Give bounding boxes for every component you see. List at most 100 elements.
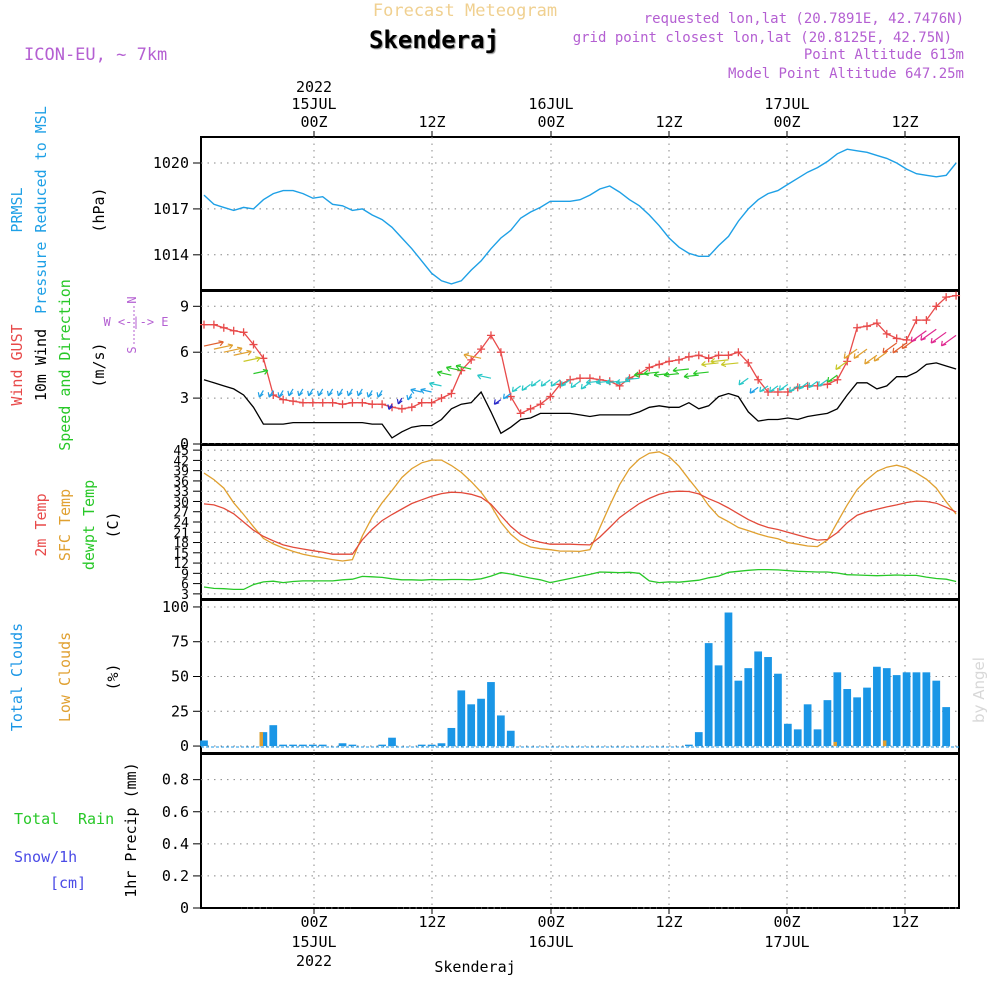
temp-tick-label: 27 xyxy=(173,506,189,521)
wind-arrow-head xyxy=(892,347,898,354)
precip-label-rain: Rain xyxy=(78,810,114,828)
point-altitude: Point Altitude 613m xyxy=(804,47,964,63)
pressure-panel-labels: PRMSL Pressure Reduced to MSL (hPa) xyxy=(8,106,108,314)
wind-arrow-head xyxy=(882,347,888,354)
wind-arrow-head xyxy=(843,353,850,359)
compass-n: N xyxy=(125,296,139,303)
gust-marker xyxy=(437,394,446,403)
gust-marker xyxy=(417,398,426,407)
wind-arrow-head xyxy=(406,394,413,401)
wind-arrow-head xyxy=(853,353,860,359)
wind-direction-arrow xyxy=(233,350,252,356)
temp-tick-label: 12 xyxy=(173,557,189,572)
wind-direction-arrow xyxy=(243,357,261,362)
wind-arrow-head xyxy=(267,392,274,398)
total-cloud-bar xyxy=(506,730,515,747)
temp-tick-label: 45 xyxy=(173,444,189,459)
total-cloud-bar xyxy=(279,744,288,747)
precip-tick-label: 0 xyxy=(180,899,189,917)
cloud-tick-label: 75 xyxy=(171,633,189,651)
temp-tick-label: 21 xyxy=(173,526,189,541)
wind-arrow-head xyxy=(940,340,947,347)
wind-label-2: 10m Wind xyxy=(32,329,50,401)
wind-arrow-head xyxy=(930,337,937,344)
gust-marker xyxy=(833,375,842,384)
total-cloud-bar xyxy=(744,668,753,747)
gust-marker xyxy=(219,323,228,332)
total-cloud-bar xyxy=(912,672,921,747)
total-cloud-bar xyxy=(863,687,871,747)
wind-arrow-head xyxy=(257,392,264,398)
total-cloud-bar xyxy=(714,665,723,747)
total-cloud-bar xyxy=(299,744,307,747)
gust-marker xyxy=(912,316,921,325)
wind-arrow-head xyxy=(463,353,469,359)
wind-panel-labels: Wind GUST 10m Wind Speed and Direction (… xyxy=(8,279,169,451)
wind-arrow-head xyxy=(817,381,824,387)
wind-arrow-head xyxy=(605,378,612,386)
gust-marker xyxy=(358,398,367,407)
wind-arrow-head xyxy=(580,383,587,390)
wind-arrow-head xyxy=(769,386,775,393)
gust-marker xyxy=(486,331,495,340)
gust-marker xyxy=(724,351,733,360)
total-cloud-bar xyxy=(724,612,733,747)
cloud-label-2: Low Clouds xyxy=(56,632,74,722)
temp-tick-label: 18 xyxy=(173,537,189,552)
pressure-tick-label: 1014 xyxy=(153,246,189,264)
wind-direction-arrow xyxy=(253,369,268,375)
wind-direction-arrow xyxy=(429,382,442,387)
total-cloud-bar xyxy=(942,707,951,747)
bottom-date-label: 16JUL xyxy=(528,933,573,951)
gust-marker xyxy=(348,398,357,407)
gust-marker xyxy=(665,357,674,366)
wind-arrow-head xyxy=(560,381,567,387)
gust-marker xyxy=(298,398,307,407)
wind-direction-arrow xyxy=(213,344,233,350)
top-hour-label: 00Z xyxy=(537,113,564,131)
wind-direction-arrow xyxy=(835,360,848,370)
wind-arrow-head xyxy=(808,382,814,389)
temp-tick-label: 39 xyxy=(173,465,189,480)
temp-tick-label: 15 xyxy=(173,547,189,562)
wind-arrow-head xyxy=(410,388,416,394)
gust-marker xyxy=(546,392,555,401)
pressure-tick-label: 1017 xyxy=(153,200,189,218)
wind-speed-line xyxy=(203,362,957,439)
top-hour-label: 12Z xyxy=(418,113,445,131)
pressure-panel-frame xyxy=(200,136,960,291)
gust-marker xyxy=(526,404,535,413)
cloud-tick-label: 100 xyxy=(162,598,189,616)
gust-marker xyxy=(704,354,713,363)
top-hour-label: 00Z xyxy=(773,113,800,131)
temp-tick-label: 6 xyxy=(181,578,189,593)
plot-panels: 1014101710200369369121518212427303336394… xyxy=(153,131,961,917)
wind-arrow-head xyxy=(326,390,333,397)
wind-arrow-head xyxy=(420,388,426,394)
pressure-unit: (hPa) xyxy=(90,187,108,232)
gust-marker xyxy=(942,293,951,302)
gust-marker xyxy=(477,345,486,354)
total-cloud-bar xyxy=(882,668,891,747)
wind-arrow-head xyxy=(356,390,363,397)
wind-arrow-head xyxy=(317,390,323,397)
wind-arrow-head xyxy=(287,390,294,397)
wind-arrow-head xyxy=(693,369,699,377)
total-cloud-bar xyxy=(694,732,703,747)
total-cloud-bar xyxy=(348,744,357,747)
precip-tick-label: 0.4 xyxy=(162,835,189,853)
total-cloud-bar xyxy=(497,715,505,747)
wind-direction-arrow xyxy=(693,371,709,375)
wind-gust-line xyxy=(204,294,957,415)
wind-arrow-head xyxy=(255,356,261,363)
wind-direction-arrow xyxy=(663,373,680,376)
cloud-unit: (%) xyxy=(104,663,122,690)
total-cloud-bar xyxy=(853,697,861,747)
wind-direction-arrow xyxy=(477,374,492,379)
wind-arrow-head xyxy=(778,385,785,391)
total-cloud-bar xyxy=(437,743,446,747)
total-cloud-bar xyxy=(754,651,763,747)
temp-label-1: 2m Temp xyxy=(32,493,50,556)
wind-direction-arrow xyxy=(941,334,957,347)
bottom-date-label: 17JUL xyxy=(764,933,809,951)
